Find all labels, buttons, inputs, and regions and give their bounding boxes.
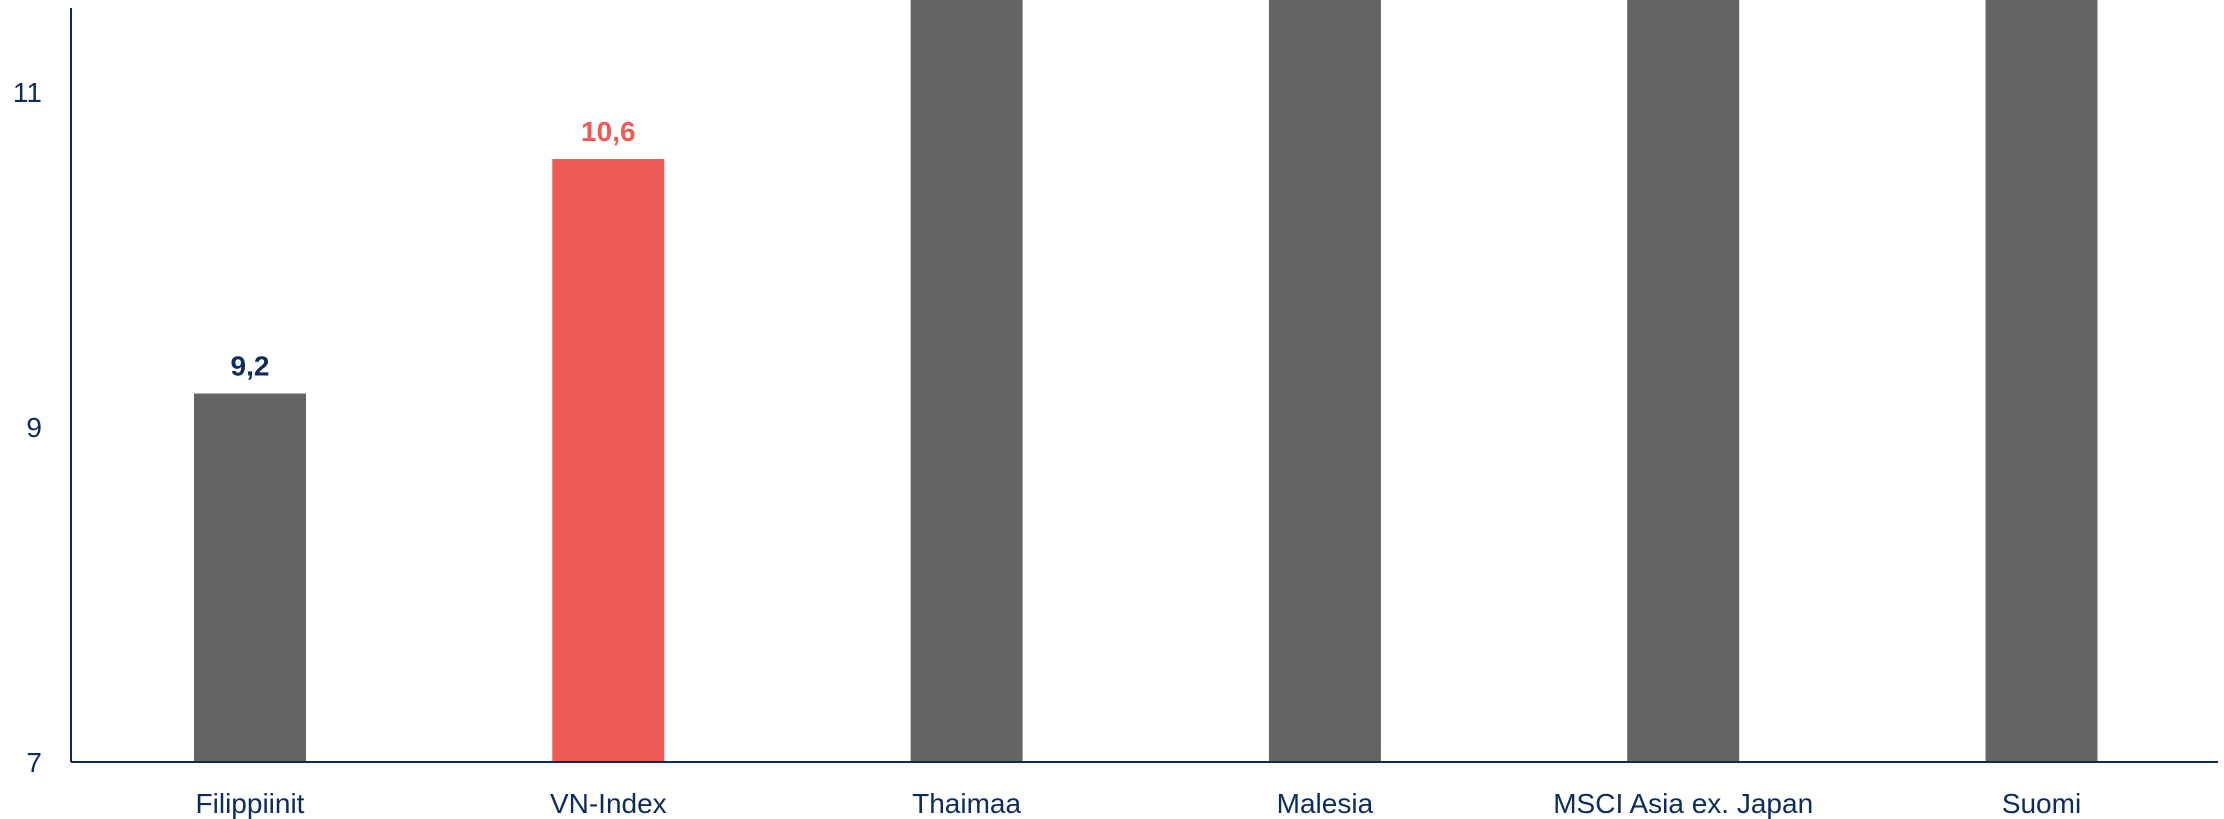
y-axis-ticks: 79111315 (13, 77, 42, 778)
bar-value-label: 10,6 (581, 116, 636, 147)
x-category-label: Malesia (1277, 788, 1374, 819)
category-labels-group: Filippiinit VN-Index Thaimaa Malesia MSCI As… (196, 788, 2082, 819)
x-category-label: VN-Index (550, 788, 667, 819)
bar (1268, 0, 1381, 762)
y-tick-label: 9 (26, 412, 42, 443)
x-category-label: Filippiinit (196, 788, 305, 819)
x-category-label: Thaimaa (912, 788, 1021, 819)
x-category-label: MSCI Asia ex. Japan (1553, 788, 1813, 819)
x-category-label: Suomi (2002, 788, 2081, 819)
value-labels-group: 9,210,612,413,213,315,1 (231, 116, 636, 382)
y-tick-label: 7 (26, 747, 42, 778)
bar (1627, 0, 1740, 762)
bar (552, 159, 665, 762)
y-tick-label: 11 (13, 77, 42, 108)
bar-value-label: 9,2 (231, 351, 270, 382)
bars-group (194, 0, 2098, 762)
bar (194, 393, 306, 762)
bar (1985, 0, 2098, 762)
bar (910, 0, 1023, 762)
